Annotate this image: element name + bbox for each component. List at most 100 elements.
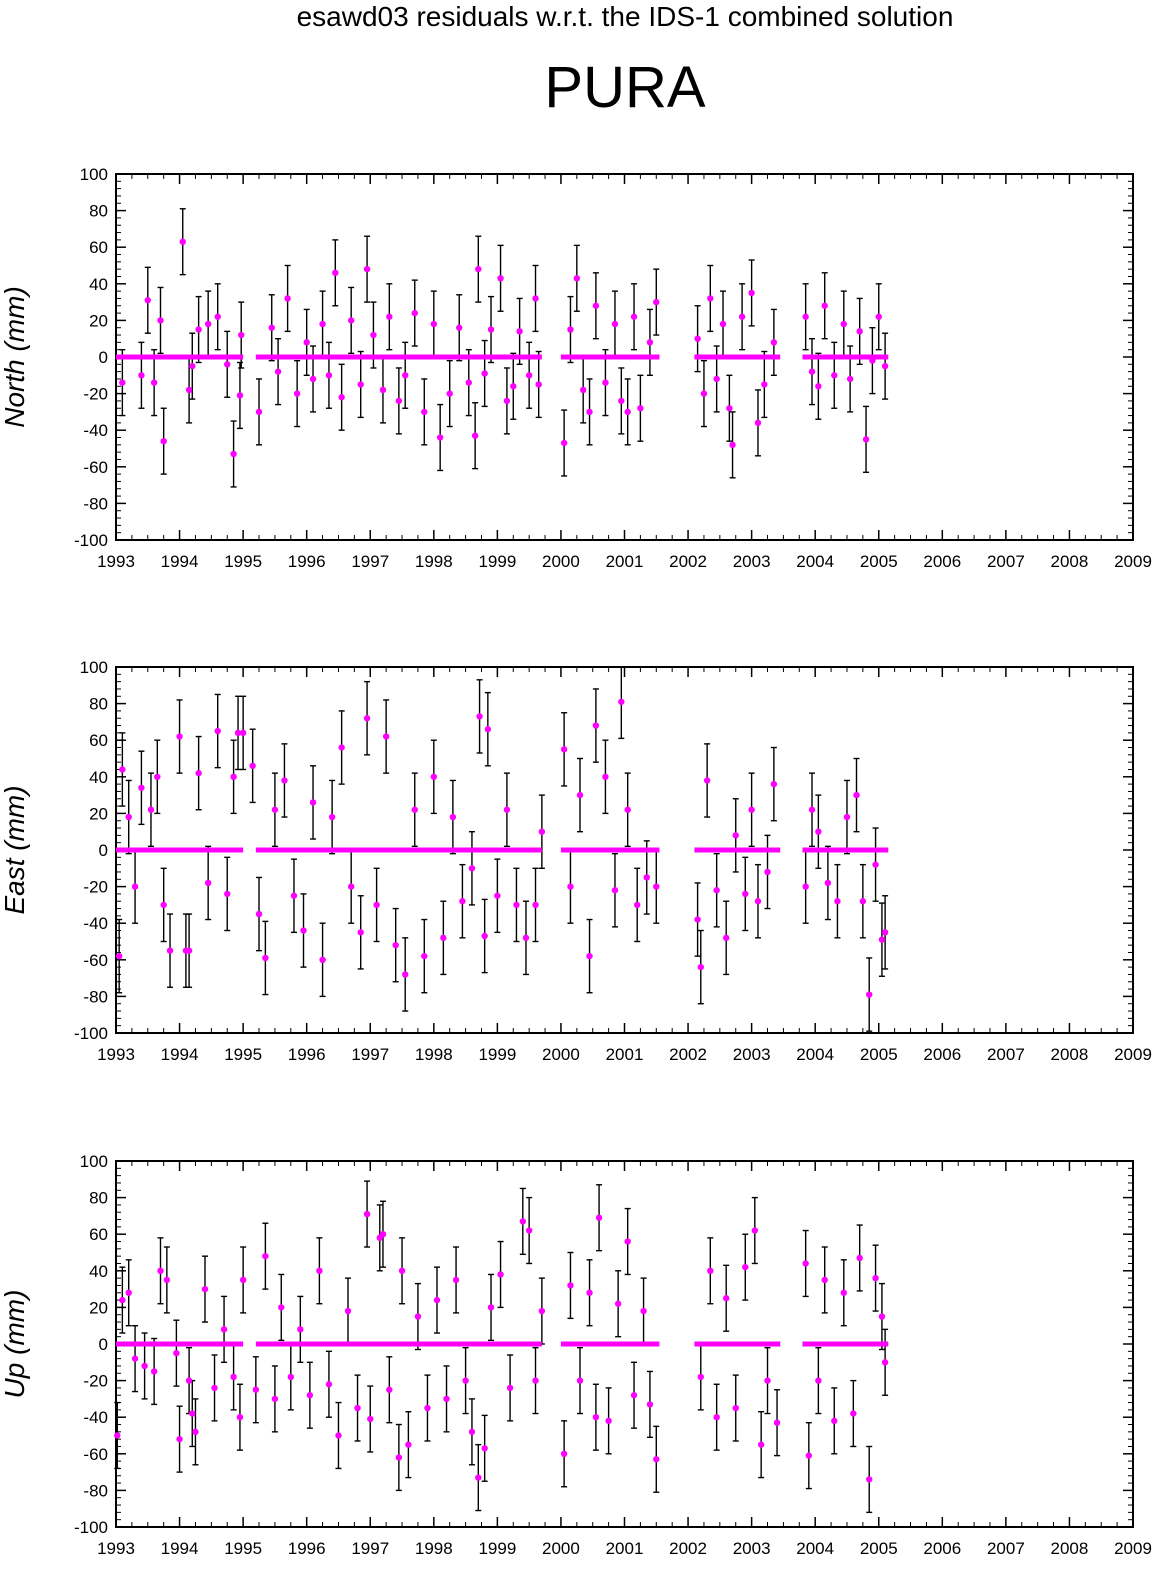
data-point — [239, 729, 247, 737]
data-point — [513, 901, 520, 909]
data-point — [595, 1214, 603, 1221]
data-point — [157, 317, 164, 324]
y-axis-label: East (mm) — [0, 785, 30, 914]
data-point — [802, 313, 809, 320]
data-point — [579, 386, 587, 394]
data-point — [293, 390, 301, 397]
data-point — [560, 439, 568, 447]
data-point — [468, 1428, 476, 1436]
data-point — [834, 898, 841, 905]
data-point — [713, 1414, 720, 1421]
data-point — [379, 1231, 387, 1238]
data-point — [487, 1304, 495, 1311]
x-tick-label: 2008 — [1051, 1045, 1089, 1064]
x-tick-label: 1996 — [288, 1045, 326, 1064]
data-point — [853, 791, 860, 799]
data-point — [856, 328, 863, 335]
data-point — [319, 320, 326, 328]
data-point — [220, 1326, 228, 1333]
data-point — [398, 1267, 406, 1274]
data-point — [214, 727, 221, 735]
data-point — [456, 324, 463, 331]
y-tick-label: -100 — [74, 531, 108, 550]
data-point — [131, 1355, 139, 1362]
x-tick-label: 2005 — [860, 1045, 898, 1064]
data-point — [742, 1263, 749, 1271]
data-point — [525, 372, 533, 379]
data-point — [700, 390, 708, 397]
data-point — [510, 383, 517, 390]
y-tick-label: -100 — [74, 1024, 108, 1043]
data-point — [411, 309, 418, 317]
data-point — [284, 295, 291, 302]
y-tick-label: 80 — [89, 1189, 108, 1208]
data-point — [694, 335, 701, 342]
data-point — [770, 339, 778, 346]
data-point — [560, 746, 568, 753]
data-point — [618, 397, 625, 405]
data-point — [446, 390, 453, 397]
data-point — [821, 302, 828, 309]
data-point — [411, 806, 418, 813]
data-point — [567, 326, 574, 333]
data-point — [300, 927, 307, 934]
data-point — [602, 379, 609, 386]
data-point — [726, 405, 733, 412]
x-tick-label: 2005 — [860, 552, 898, 571]
data-point — [255, 408, 263, 416]
data-point — [379, 386, 387, 394]
data-point — [757, 1441, 765, 1448]
data-point — [881, 1359, 889, 1366]
data-point — [805, 1452, 813, 1459]
y-tick-label: -60 — [83, 1445, 108, 1464]
data-point — [367, 1415, 374, 1423]
y-tick-label: 100 — [80, 1152, 108, 1171]
data-point — [195, 769, 202, 777]
data-point — [773, 1419, 781, 1426]
data-point — [347, 883, 355, 890]
x-tick-label: 2002 — [669, 552, 707, 571]
data-point — [249, 762, 256, 770]
data-point — [271, 806, 279, 813]
x-tick-label: 1995 — [224, 552, 262, 571]
x-tick-label: 2004 — [796, 1045, 834, 1064]
data-point — [831, 372, 838, 379]
x-tick-label: 1994 — [161, 1045, 199, 1064]
data-point — [325, 1381, 333, 1388]
data-point — [754, 419, 762, 427]
data-point — [592, 722, 600, 729]
y-tick-label: 60 — [89, 731, 108, 750]
x-tick-label: 1993 — [97, 1539, 135, 1558]
data-point — [236, 392, 244, 399]
data-point — [465, 379, 472, 386]
data-point — [421, 408, 428, 416]
data-point — [481, 1445, 488, 1452]
x-tick-label: 2009 — [1114, 1045, 1152, 1064]
data-point — [748, 289, 755, 297]
y-tick-label: 0 — [99, 348, 108, 367]
data-point — [653, 298, 660, 306]
data-point — [856, 1254, 863, 1262]
x-tick-label: 1998 — [415, 552, 453, 571]
data-point — [214, 313, 221, 320]
data-point — [262, 1252, 269, 1260]
data-point — [357, 929, 364, 936]
y-tick-label: 0 — [99, 841, 108, 860]
x-tick-label: 1997 — [351, 1539, 389, 1558]
y-tick-label: -20 — [83, 878, 108, 897]
data-point — [761, 381, 768, 388]
y-tick-label: 60 — [89, 1225, 108, 1244]
data-point — [618, 698, 625, 705]
x-tick-label: 2005 — [860, 1539, 898, 1558]
x-tick-label: 2007 — [987, 1045, 1025, 1064]
y-tick-label: 100 — [80, 658, 108, 677]
data-point — [843, 813, 851, 821]
data-point — [881, 362, 889, 370]
data-point — [268, 324, 275, 331]
data-point — [573, 275, 581, 282]
data-point — [497, 275, 504, 282]
x-tick-label: 2002 — [669, 1539, 707, 1558]
data-point — [729, 441, 736, 449]
data-point — [238, 331, 245, 339]
data-point — [373, 901, 380, 909]
